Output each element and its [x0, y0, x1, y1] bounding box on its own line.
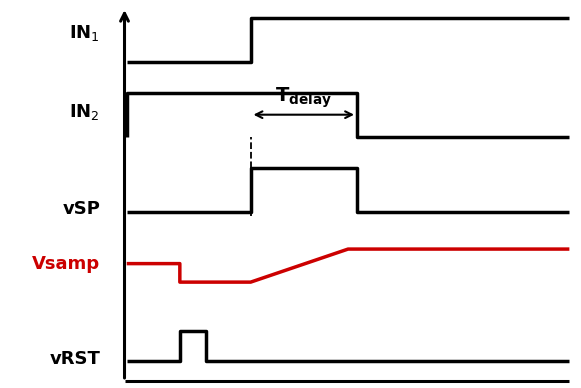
Text: IN$_1$: IN$_1$ [69, 23, 100, 43]
Text: Vsamp: Vsamp [32, 255, 100, 274]
Text: $\mathbf{T}_{\mathbf{delay}}$: $\mathbf{T}_{\mathbf{delay}}$ [275, 86, 332, 110]
Text: vRST: vRST [49, 350, 100, 368]
Text: vSP: vSP [62, 201, 100, 218]
Text: IN$_2$: IN$_2$ [70, 102, 100, 123]
